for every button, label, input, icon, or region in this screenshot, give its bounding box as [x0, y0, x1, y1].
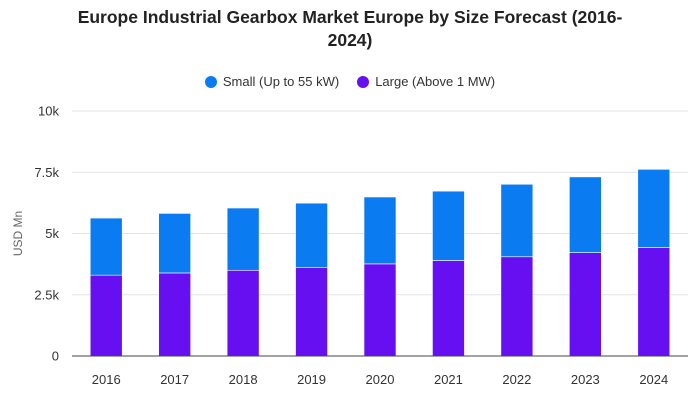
- bar-large-2019: [295, 267, 328, 357]
- x-tick-label: 2022: [502, 372, 531, 387]
- x-tick-label: 2021: [434, 372, 463, 387]
- x-tick-label: 2019: [297, 372, 326, 387]
- legend-item-small[interactable]: Small (Up to 55 kW): [204, 74, 340, 89]
- y-tick-label: 10k: [38, 104, 59, 119]
- y-tick-label: 5k: [45, 226, 59, 241]
- bar-small-2017: [158, 213, 191, 274]
- chart-legend: Small (Up to 55 kW) Large (Above 1 MW): [0, 74, 700, 89]
- legend-label-large: Large (Above 1 MW): [375, 74, 496, 89]
- y-tick-label: 7.5k: [34, 165, 59, 180]
- bar-small-2020: [363, 196, 397, 265]
- bar-small-2021: [432, 190, 465, 261]
- bar-small-2018: [226, 207, 260, 271]
- x-tick-label: 2024: [639, 372, 668, 387]
- x-tick-label: 2020: [366, 372, 395, 387]
- bar-small-2024: [637, 169, 671, 248]
- x-tick-label: 2018: [229, 372, 258, 387]
- bar-large-2024: [637, 247, 671, 357]
- legend-item-large[interactable]: Large (Above 1 MW): [357, 74, 495, 89]
- x-tick-label: 2023: [571, 372, 600, 387]
- bar-small-2022: [500, 183, 534, 258]
- bar-small-2016: [89, 217, 123, 276]
- chart-title-line-2: 2024): [327, 30, 373, 50]
- bar-small-2023: [569, 176, 602, 253]
- y-axis-title: USD Mn: [11, 211, 25, 256]
- legend-marker-small: [204, 75, 217, 88]
- x-tick-label: 2017: [160, 372, 189, 387]
- bar-layer: [89, 169, 671, 357]
- bar-small-2019: [295, 202, 328, 268]
- bar-large-2022: [500, 256, 534, 357]
- bar-large-2017: [158, 272, 191, 357]
- y-tick-label: 2.5k: [34, 287, 59, 302]
- y-tick-label: 0: [52, 349, 59, 364]
- axis-layer: 0 2.5k 5k 7.5k 10k USD Mn 2016 2017 2018 2019 2020…: [11, 104, 688, 387]
- legend-label-small: Small (Up to 55 kW): [222, 74, 340, 89]
- bar-large-2023: [569, 252, 602, 357]
- chart-title: Europe Industrial Gearbox Market Europe …: [20, 6, 680, 52]
- bar-large-2021: [432, 260, 465, 357]
- bar-large-2018: [226, 269, 260, 357]
- bar-large-2016: [89, 274, 123, 357]
- chart-title-line-1: Europe Industrial Gearbox Market Europe …: [77, 7, 623, 27]
- legend-marker-large: [357, 75, 370, 88]
- x-tick-label: 2016: [92, 372, 121, 387]
- bar-large-2020: [363, 263, 397, 357]
